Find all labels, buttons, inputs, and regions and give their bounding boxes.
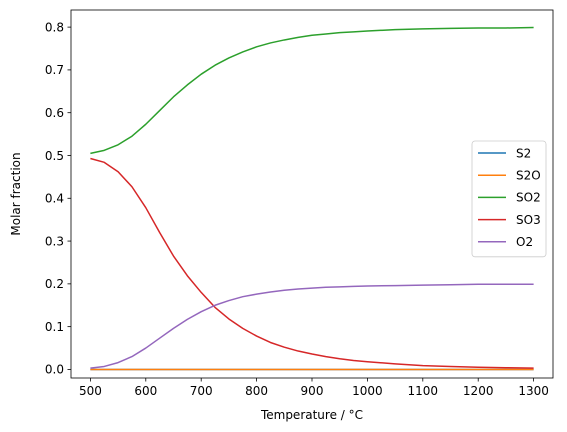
x-tick-label: 600 — [134, 384, 157, 398]
x-axis-label: Temperature / °C — [260, 408, 363, 422]
legend-label-so2: SO2 — [516, 191, 541, 205]
series-line-so3 — [90, 157, 534, 369]
y-axis-label: Molar fraction — [9, 152, 23, 235]
y-tick-label: 0.3 — [45, 234, 64, 248]
y-tick-label: 0.0 — [45, 363, 64, 377]
legend-label-o2: O2 — [516, 235, 533, 249]
y-tick-label: 0.4 — [45, 192, 64, 206]
x-axis-ticks: 500 600 700 800 900 1000 1100 1200 1300 — [79, 378, 549, 398]
legend-label-s2: S2 — [516, 146, 531, 160]
y-axis-ticks: 0.0 0.1 0.2 0.3 0.4 0.5 0.6 0.7 0.8 — [45, 20, 71, 377]
x-tick-label: 800 — [245, 384, 268, 398]
x-tick-label: 900 — [301, 384, 324, 398]
y-tick-label: 0.6 — [45, 106, 64, 120]
y-tick-label: 0.7 — [45, 63, 64, 77]
series-line-so2 — [90, 26, 534, 155]
legend-label-so3: SO3 — [516, 213, 541, 227]
x-tick-label: 1000 — [352, 384, 383, 398]
x-tick-label: 700 — [190, 384, 213, 398]
y-tick-label: 0.1 — [45, 320, 64, 334]
legend-label-s2o: S2O — [516, 169, 541, 183]
series-line-o2 — [90, 283, 534, 369]
y-tick-label: 0.8 — [45, 20, 64, 34]
y-tick-label: 0.2 — [45, 277, 64, 291]
x-tick-label: 1200 — [463, 384, 494, 398]
legend: S2 S2O SO2 SO3 O2 — [471, 140, 547, 258]
x-tick-label: 500 — [79, 384, 102, 398]
plot-lines — [90, 26, 534, 371]
legend-box — [471, 140, 547, 258]
x-tick-label: 1300 — [518, 384, 549, 398]
y-tick-label: 0.5 — [45, 149, 64, 163]
x-tick-label: 1100 — [408, 384, 439, 398]
